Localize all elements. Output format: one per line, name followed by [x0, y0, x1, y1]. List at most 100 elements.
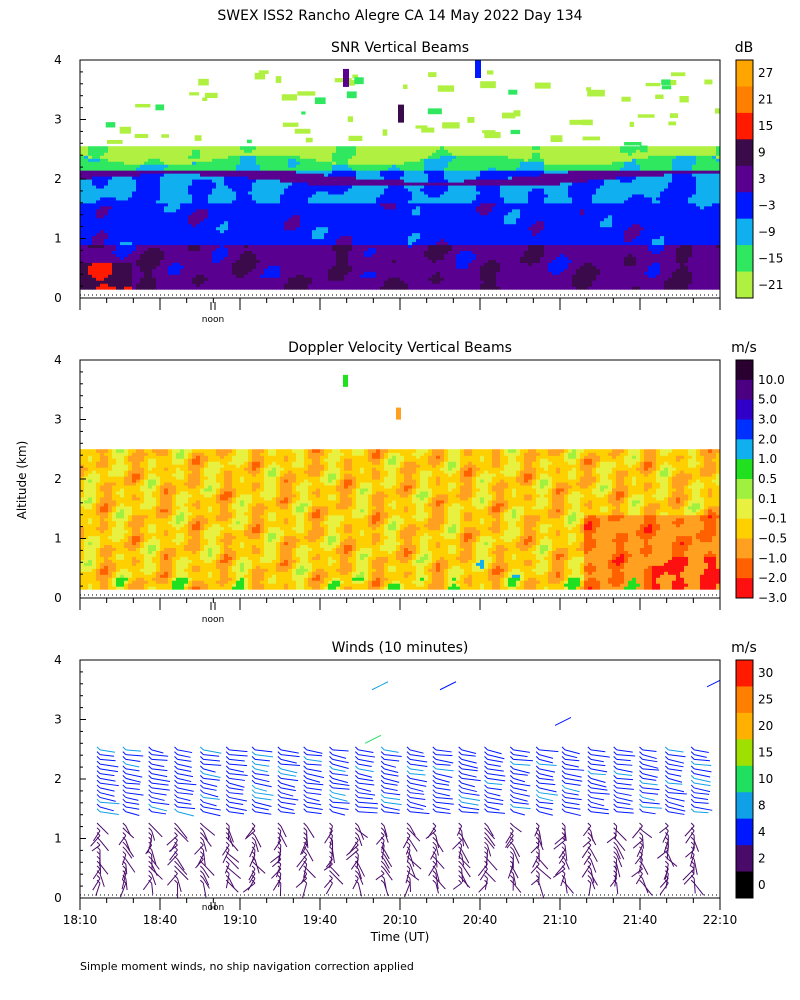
snr-cell: [248, 253, 253, 257]
snr-cell: [184, 149, 189, 153]
snr-cell: [176, 268, 181, 272]
snr-cell: [480, 184, 485, 189]
snr-cell: [224, 253, 229, 257]
snr-cell: [324, 250, 329, 254]
snr-cell: [208, 262, 213, 266]
snr-cell: [380, 262, 385, 266]
snr-cell: [92, 268, 97, 272]
snr-cell: [188, 262, 193, 266]
snr-cell: [260, 158, 265, 162]
snr-cell: [444, 259, 449, 263]
snr-cell: [480, 268, 485, 272]
snr-cell: [444, 202, 449, 207]
snr-cell: [344, 247, 349, 251]
snr-cell: [172, 238, 177, 243]
snr-cell: [400, 193, 405, 198]
snr-cell: [176, 178, 181, 183]
snr-cell: [100, 208, 105, 213]
snr-cell: [448, 271, 453, 275]
snr-cell: [392, 238, 397, 243]
snr-cell: [428, 226, 433, 231]
snr-cell: [352, 211, 357, 216]
snr-cell: [440, 178, 445, 183]
snr-cell: [416, 232, 421, 237]
snr-cell: [308, 286, 313, 290]
snr-cell: [324, 208, 329, 213]
snr-cell: [256, 283, 261, 287]
snr-cell: [464, 280, 469, 284]
snr-cell: [392, 241, 397, 246]
snr-cell: [404, 265, 409, 269]
snr-cell: [84, 259, 89, 263]
snr-cell: [384, 259, 389, 263]
snr-cell: [224, 283, 229, 287]
snr-cell: [436, 173, 441, 177]
snr-cell: [276, 235, 281, 240]
snr-cell: [456, 202, 461, 207]
snr-cell: [136, 146, 141, 150]
snr-cell: [120, 229, 125, 234]
snr-cell: [96, 277, 101, 281]
snr-cell: [264, 173, 269, 177]
snr-cell: [388, 223, 393, 228]
snr-cell: [340, 193, 345, 198]
snr-cell: [288, 220, 293, 225]
snr-cell: [468, 226, 473, 231]
snr-cell: [348, 253, 353, 257]
snr-cell: [340, 184, 345, 189]
snr-cell: [288, 280, 293, 284]
snr-cell: [320, 268, 325, 272]
snr-cell: [448, 178, 453, 183]
snr-cell: [484, 173, 489, 177]
snr-cell: [372, 235, 377, 240]
snr-cell: [436, 226, 441, 231]
snr-cell: [396, 232, 401, 237]
snr-cell: [428, 247, 433, 251]
snr-cell: [112, 193, 117, 198]
snr-cell: [420, 238, 425, 243]
snr-cell: [240, 170, 245, 174]
snr-cell: [488, 158, 493, 162]
snr-cell: [92, 193, 97, 198]
snr-cell: [180, 167, 185, 171]
snr-cell: [492, 247, 497, 251]
snr-cell: [244, 208, 249, 213]
snr-cell: [464, 170, 469, 174]
snr-cell: [476, 277, 481, 281]
snr-cell: [84, 277, 89, 281]
snr-cell: [272, 262, 277, 266]
snr-cell: [316, 238, 321, 243]
snr-cell: [356, 190, 361, 195]
snr-cell: [244, 229, 249, 234]
snr-cell: [232, 181, 237, 186]
snr-cell: [368, 149, 373, 153]
snr-cell: [224, 173, 229, 177]
snr-cell: [476, 152, 481, 156]
snr-cell: [488, 184, 493, 189]
snr-cell: [100, 170, 105, 174]
snr-cell: [412, 244, 417, 249]
snr-cell: [176, 214, 181, 219]
snr-cell: [284, 277, 289, 281]
snr-cell: [352, 193, 357, 198]
snr-cell: [248, 158, 253, 162]
snr-cell: [304, 238, 309, 243]
snr-cell: [448, 187, 453, 192]
snr-cell: [272, 283, 277, 287]
snr-cell: [156, 265, 161, 269]
snr-cell: [284, 196, 289, 201]
snr-cell: [372, 202, 377, 207]
snr-cell: [164, 283, 169, 287]
snr-cell: [164, 158, 169, 162]
snr-cell: [152, 277, 157, 281]
snr-cell: [280, 173, 285, 177]
snr-cell: [204, 268, 209, 272]
snr-cell: [172, 217, 177, 222]
snr-cell: [292, 283, 297, 287]
snr-cell: [412, 202, 417, 207]
snr-cell: [484, 244, 489, 249]
snr-cell: [436, 268, 441, 272]
snr-cell: [376, 155, 381, 159]
snr-cell: [276, 274, 281, 278]
snr-cell: [332, 271, 337, 275]
